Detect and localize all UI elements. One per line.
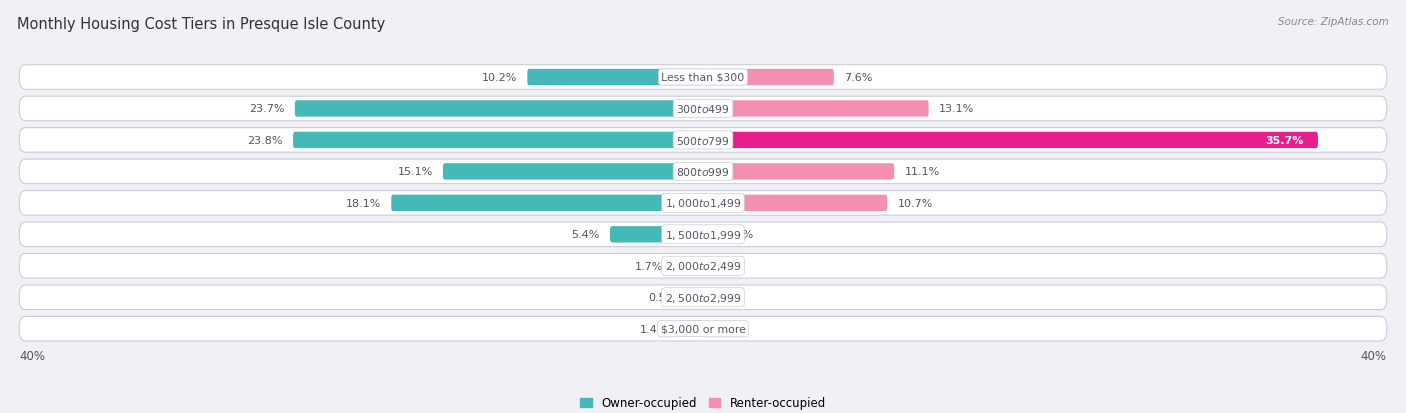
Text: $1,500 to $1,999: $1,500 to $1,999 bbox=[665, 228, 741, 241]
Text: $3,000 or more: $3,000 or more bbox=[661, 324, 745, 334]
FancyBboxPatch shape bbox=[20, 128, 1386, 153]
FancyBboxPatch shape bbox=[391, 195, 703, 211]
Text: 13.1%: 13.1% bbox=[939, 104, 974, 114]
FancyBboxPatch shape bbox=[20, 66, 1386, 90]
FancyBboxPatch shape bbox=[295, 101, 703, 117]
Text: 1.4%: 1.4% bbox=[640, 324, 669, 334]
Text: $2,500 to $2,999: $2,500 to $2,999 bbox=[665, 291, 741, 304]
FancyBboxPatch shape bbox=[610, 227, 703, 243]
Text: 10.7%: 10.7% bbox=[897, 198, 934, 208]
Text: 18.1%: 18.1% bbox=[346, 198, 381, 208]
FancyBboxPatch shape bbox=[20, 317, 1386, 341]
Text: 15.1%: 15.1% bbox=[398, 167, 433, 177]
Text: $2,000 to $2,499: $2,000 to $2,499 bbox=[665, 260, 741, 273]
FancyBboxPatch shape bbox=[443, 164, 703, 180]
FancyBboxPatch shape bbox=[20, 160, 1386, 184]
Text: 0.53%: 0.53% bbox=[648, 292, 683, 302]
FancyBboxPatch shape bbox=[703, 133, 1317, 149]
FancyBboxPatch shape bbox=[703, 101, 928, 117]
Text: $1,000 to $1,499: $1,000 to $1,499 bbox=[665, 197, 741, 210]
Text: 7.6%: 7.6% bbox=[844, 73, 873, 83]
Text: 0.31%: 0.31% bbox=[718, 230, 754, 240]
Text: 23.8%: 23.8% bbox=[247, 135, 283, 145]
FancyBboxPatch shape bbox=[20, 254, 1386, 278]
Text: $500 to $799: $500 to $799 bbox=[676, 135, 730, 147]
FancyBboxPatch shape bbox=[703, 70, 834, 86]
Text: $300 to $499: $300 to $499 bbox=[676, 103, 730, 115]
Text: 5.4%: 5.4% bbox=[571, 230, 599, 240]
Text: 0.0%: 0.0% bbox=[713, 324, 741, 334]
FancyBboxPatch shape bbox=[292, 133, 703, 149]
Text: Monthly Housing Cost Tiers in Presque Isle County: Monthly Housing Cost Tiers in Presque Is… bbox=[17, 17, 385, 31]
FancyBboxPatch shape bbox=[20, 97, 1386, 121]
Text: $800 to $999: $800 to $999 bbox=[676, 166, 730, 178]
FancyBboxPatch shape bbox=[20, 285, 1386, 310]
FancyBboxPatch shape bbox=[20, 191, 1386, 216]
Text: 23.7%: 23.7% bbox=[249, 104, 284, 114]
FancyBboxPatch shape bbox=[703, 164, 894, 180]
Text: 40%: 40% bbox=[1361, 349, 1386, 362]
FancyBboxPatch shape bbox=[20, 223, 1386, 247]
FancyBboxPatch shape bbox=[703, 227, 709, 243]
Text: Source: ZipAtlas.com: Source: ZipAtlas.com bbox=[1278, 17, 1389, 26]
Text: 35.7%: 35.7% bbox=[1265, 135, 1305, 145]
Legend: Owner-occupied, Renter-occupied: Owner-occupied, Renter-occupied bbox=[575, 392, 831, 413]
FancyBboxPatch shape bbox=[527, 70, 703, 86]
FancyBboxPatch shape bbox=[695, 290, 703, 306]
Text: 0.0%: 0.0% bbox=[713, 261, 741, 271]
FancyBboxPatch shape bbox=[673, 258, 703, 274]
Text: 0.0%: 0.0% bbox=[713, 292, 741, 302]
Text: Less than $300: Less than $300 bbox=[661, 73, 745, 83]
Text: 1.7%: 1.7% bbox=[636, 261, 664, 271]
FancyBboxPatch shape bbox=[679, 321, 703, 337]
Text: 10.2%: 10.2% bbox=[482, 73, 517, 83]
FancyBboxPatch shape bbox=[703, 195, 887, 211]
Text: 11.1%: 11.1% bbox=[904, 167, 939, 177]
Text: 40%: 40% bbox=[20, 349, 45, 362]
